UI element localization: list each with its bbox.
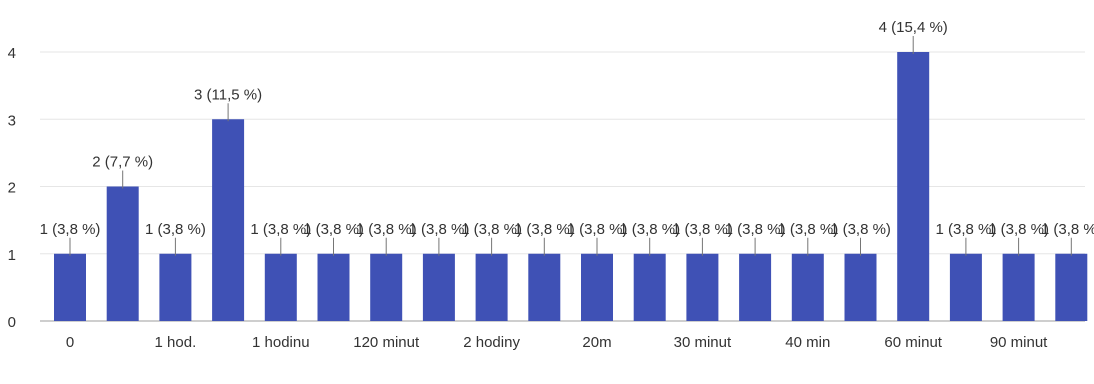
data-label-19: 1 (3,8 %) — [1041, 221, 1094, 238]
bar-7 — [422, 253, 455, 321]
y-tick-label: 3 — [8, 112, 16, 129]
data-label-1: 2 (7,7 %) — [92, 154, 153, 171]
x-tick-label: 120 minut — [353, 334, 420, 351]
data-label-13: 1 (3,8 %) — [725, 221, 786, 238]
bar-8 — [475, 253, 508, 321]
data-label-8: 1 (3,8 %) — [461, 221, 522, 238]
x-tick-label: 90 minut — [990, 334, 1048, 351]
bar-15 — [844, 253, 877, 321]
bar-11 — [633, 253, 666, 321]
data-label-2: 1 (3,8 %) — [145, 221, 206, 238]
bar-2 — [159, 253, 192, 321]
bar-3 — [212, 119, 245, 321]
data-label-5: 1 (3,8 %) — [303, 221, 364, 238]
data-label-10: 1 (3,8 %) — [567, 221, 628, 238]
data-label-15: 1 (3,8 %) — [830, 221, 891, 238]
x-tick-label: 60 minut — [884, 334, 942, 351]
bar-10 — [581, 253, 613, 321]
bar-18 — [1002, 253, 1035, 321]
data-label-9: 1 (3,8 %) — [514, 221, 575, 238]
data-label-12: 1 (3,8 %) — [672, 221, 733, 238]
data-label-14: 1 (3,8 %) — [777, 221, 838, 238]
bar-0 — [54, 253, 86, 321]
x-tick-label: 1 hod. — [155, 334, 197, 351]
data-label-16: 4 (15,4 %) — [879, 19, 948, 36]
bar-4 — [264, 253, 297, 321]
y-tick-label: 4 — [8, 45, 16, 62]
bar-12 — [686, 253, 719, 321]
bar-14 — [791, 253, 824, 321]
data-label-4: 1 (3,8 %) — [250, 221, 311, 238]
bar-6 — [370, 253, 403, 321]
x-tick-label: 30 minut — [674, 334, 732, 351]
y-tick-label: 1 — [8, 247, 16, 264]
data-label-17: 1 (3,8 %) — [935, 221, 996, 238]
y-tick-label: 0 — [8, 314, 16, 331]
data-label-7: 1 (3,8 %) — [408, 221, 469, 238]
data-label-3: 3 (11,5 %) — [194, 86, 262, 103]
data-label-6: 1 (3,8 %) — [356, 221, 417, 238]
x-tick-label: 2 hodiny — [463, 334, 520, 351]
x-tick-label: 1 hodinu — [252, 334, 310, 351]
bar-9 — [528, 253, 561, 321]
data-label-18: 1 (3,8 %) — [988, 221, 1049, 238]
bar-13 — [739, 253, 772, 321]
x-tick-label: 20m — [582, 334, 611, 351]
bar-17 — [949, 253, 982, 321]
data-label-11: 1 (3,8 %) — [619, 221, 680, 238]
bar-16 — [897, 52, 930, 321]
x-tick-label: 0 — [66, 334, 74, 351]
bar-19 — [1055, 253, 1088, 321]
x-tick-label: 40 min — [785, 334, 830, 351]
bar-1 — [106, 186, 139, 321]
data-label-0: 1 (3,8 %) — [40, 221, 101, 238]
y-tick-label: 2 — [8, 180, 16, 197]
bar-5 — [317, 253, 350, 321]
